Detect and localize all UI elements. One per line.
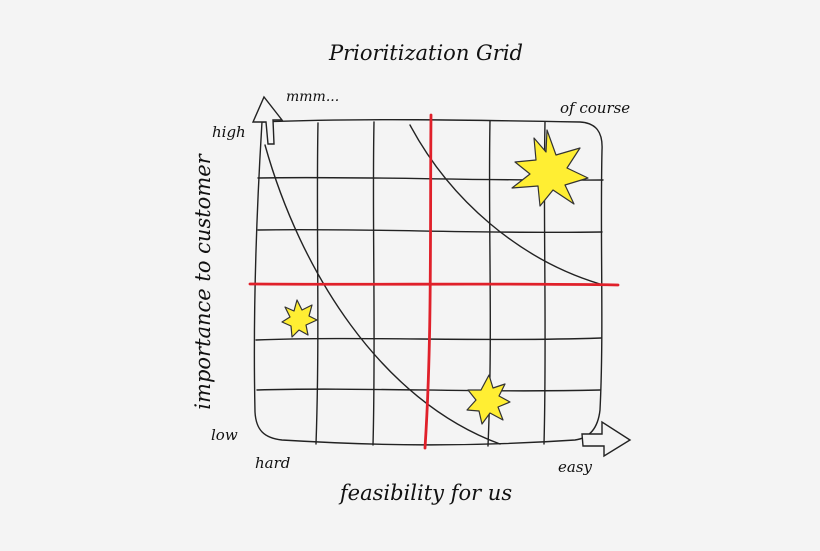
x-low-label: hard <box>255 454 290 472</box>
y-low-label: low <box>211 426 238 444</box>
star-bottom-center-icon <box>466 374 511 425</box>
curve-left <box>264 144 501 445</box>
grid-border <box>253 118 603 446</box>
grid <box>253 118 604 447</box>
y-axis-arrow-icon <box>251 95 284 145</box>
quadrant-dividers <box>248 113 620 450</box>
y-axis-title: importance to customer <box>191 152 215 409</box>
grid-hline-4 <box>256 388 601 392</box>
x-high-label: easy <box>558 458 593 476</box>
divider-vertical <box>423 113 433 450</box>
highlight-stars <box>281 129 589 425</box>
star-left-middle-icon <box>281 299 318 338</box>
grid-hline-2 <box>257 228 603 234</box>
curve-right <box>409 124 601 285</box>
x-axis-title: feasibility for us <box>338 481 512 505</box>
divider-horizontal <box>248 282 620 287</box>
y-high-label: high <box>212 123 246 141</box>
grid-vline-2 <box>372 121 375 446</box>
grid-vline-1 <box>315 122 319 445</box>
corner-label-top-right: of course <box>560 99 630 117</box>
diagram-title: Prioritization Grid <box>328 41 523 65</box>
x-axis-arrow-icon <box>581 420 632 458</box>
corner-label-top-left: mmm... <box>286 89 339 105</box>
star-top-right-icon <box>511 129 589 207</box>
grid-hline-3 <box>255 337 602 341</box>
